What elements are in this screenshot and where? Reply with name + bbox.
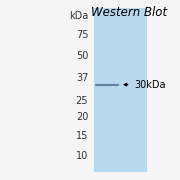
Text: kDa: kDa [69, 11, 88, 21]
Text: 25: 25 [76, 96, 88, 106]
Text: 75: 75 [76, 30, 88, 40]
Text: 15: 15 [76, 131, 88, 141]
Text: 20: 20 [76, 112, 88, 122]
Text: Western Blot: Western Blot [91, 6, 167, 19]
Bar [94, 8, 147, 172]
Text: 10: 10 [76, 151, 88, 161]
Text: 37: 37 [76, 73, 88, 83]
Text: 50: 50 [76, 51, 88, 61]
Text: 30kDa: 30kDa [134, 80, 166, 90]
